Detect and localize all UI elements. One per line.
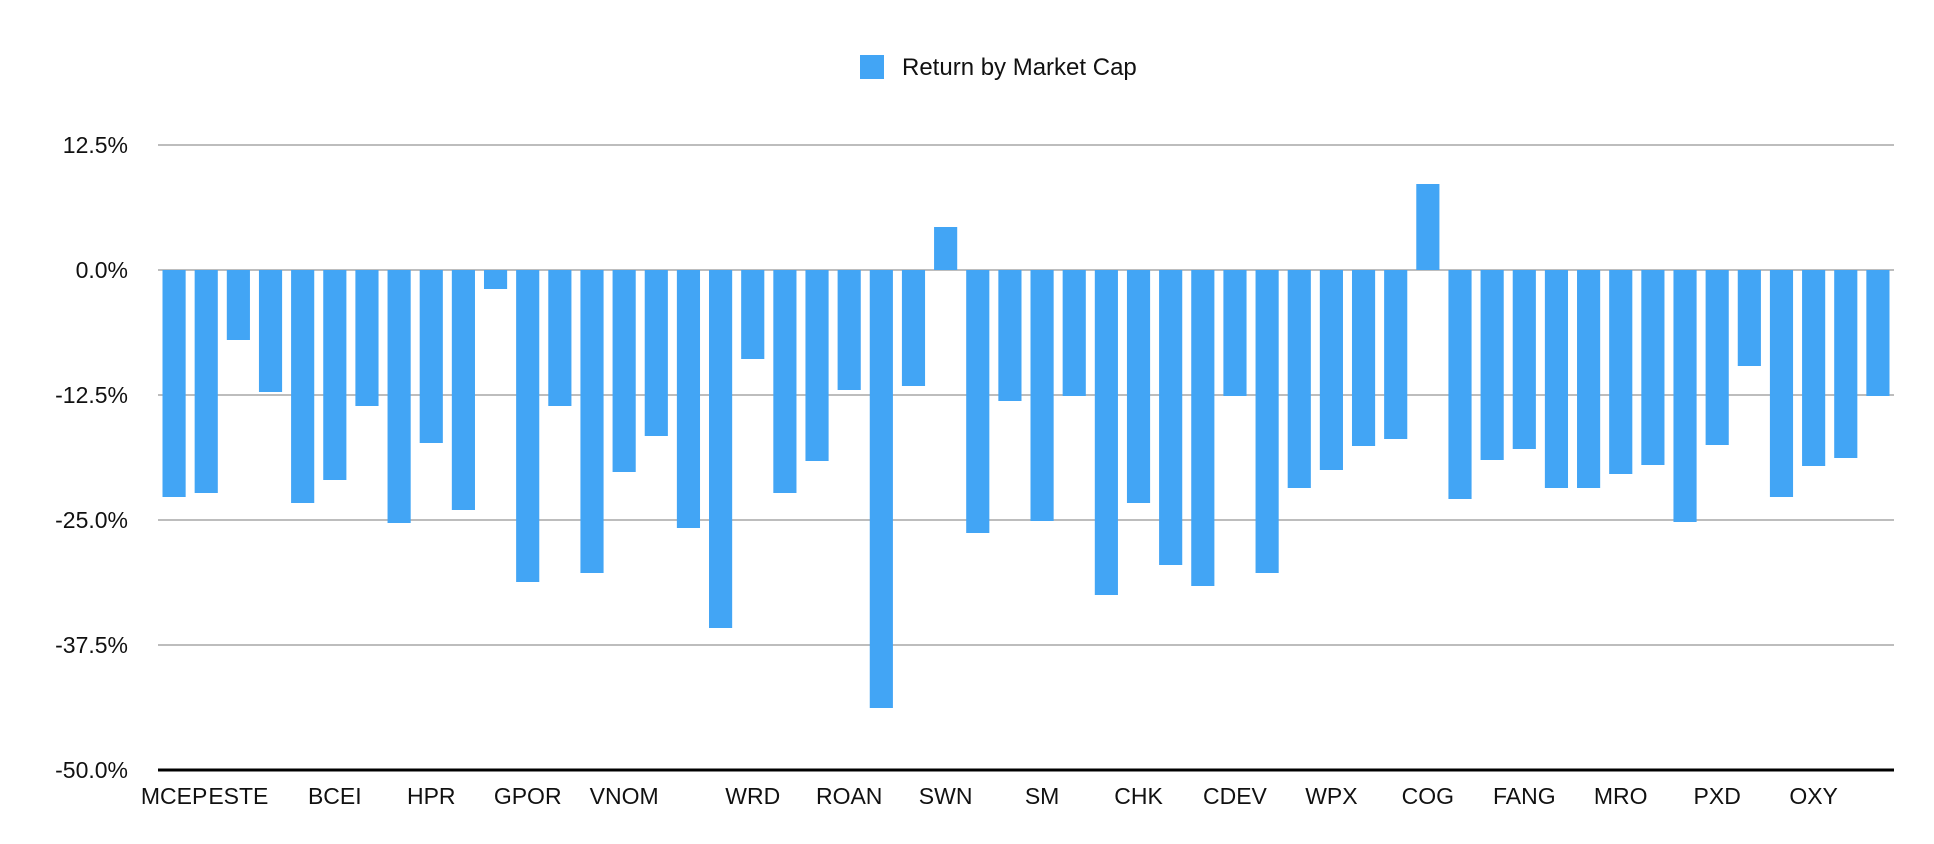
- bar: [1641, 270, 1665, 465]
- bar: [291, 270, 315, 503]
- bar: [162, 270, 186, 497]
- bar: [516, 270, 540, 582]
- x-tick-label: WPX: [1305, 783, 1357, 809]
- bar: [934, 227, 958, 270]
- bar: [709, 270, 733, 628]
- bar: [355, 270, 379, 406]
- bar: [644, 270, 668, 436]
- bar: [1319, 270, 1343, 470]
- bar: [451, 270, 475, 510]
- bar: [1384, 270, 1408, 439]
- bar: [1544, 270, 1569, 488]
- bar: [1480, 270, 1504, 460]
- legend-swatch: [860, 55, 884, 79]
- y-tick-label: 12.5%: [63, 132, 128, 158]
- x-tick-label: ESTE: [208, 783, 268, 809]
- x-tick-label: HPR: [407, 783, 456, 809]
- bar: [869, 270, 893, 708]
- bar: [966, 270, 990, 533]
- y-axis-tick-labels: 12.5% 0.0% -12.5% -25.0% -37.5% -50.0%: [55, 132, 128, 783]
- x-tick-label: OXY: [1789, 783, 1838, 809]
- legend: Return by Market Cap: [860, 54, 1137, 81]
- bar: [901, 270, 926, 386]
- bar: [1802, 270, 1826, 466]
- x-tick-label: BCEI: [308, 783, 362, 809]
- bar: [676, 270, 701, 528]
- x-tick-label: MRO: [1594, 783, 1648, 809]
- bar: [1834, 270, 1858, 458]
- bar: [258, 270, 283, 392]
- bar: [612, 270, 636, 472]
- x-tick-label: SM: [1025, 783, 1060, 809]
- bar: [1705, 270, 1729, 445]
- bar: [1866, 270, 1890, 396]
- gridlines: [158, 144, 1894, 646]
- x-tick-label: GPOR: [494, 783, 562, 809]
- x-tick-label: COG: [1402, 783, 1454, 809]
- bar: [419, 270, 443, 443]
- x-tick-label: CHK: [1114, 783, 1163, 809]
- bar: [1673, 270, 1697, 522]
- bar: [1223, 270, 1247, 396]
- bar: [1737, 270, 1761, 366]
- bar: [837, 270, 861, 390]
- bar: [1448, 270, 1472, 499]
- y-tick-label: 0.0%: [76, 257, 128, 283]
- bar: [1512, 270, 1536, 449]
- bar: [1769, 270, 1794, 497]
- x-tick-label: FANG: [1493, 783, 1556, 809]
- x-tick-label: WRD: [725, 783, 780, 809]
- x-tick-label: VNOM: [590, 783, 659, 809]
- legend-label: Return by Market Cap: [902, 54, 1137, 81]
- bar: [998, 270, 1022, 401]
- y-tick-label: -50.0%: [55, 757, 128, 783]
- bar: [1287, 270, 1311, 488]
- bar: [580, 270, 604, 573]
- bar: [1094, 270, 1118, 595]
- bar: [1030, 270, 1054, 521]
- x-tick-label: MCEP: [141, 783, 207, 809]
- bar: [741, 270, 765, 359]
- bar: [226, 270, 250, 340]
- bar: [1159, 270, 1183, 565]
- bar: [1126, 270, 1151, 503]
- bars: [162, 184, 1890, 708]
- bar: [1255, 270, 1279, 573]
- x-axis-tick-labels: MCEP ESTE BCEI HPR GPOR VNOM WRD ROAN SWN SM CHK CD…: [141, 783, 1838, 809]
- bar: [1609, 270, 1633, 474]
- bar: [1191, 270, 1215, 586]
- bar: [323, 270, 347, 480]
- bar: [194, 270, 218, 493]
- bar: [1062, 270, 1086, 396]
- x-tick-label: PXD: [1694, 783, 1741, 809]
- x-tick-label: SWN: [919, 783, 973, 809]
- bar: [1351, 270, 1376, 446]
- bar: [773, 270, 797, 493]
- bar: [483, 270, 508, 289]
- y-tick-label: -12.5%: [55, 382, 128, 408]
- bar: [1416, 184, 1440, 270]
- bar: [387, 270, 411, 523]
- y-tick-label: -25.0%: [55, 507, 128, 533]
- x-tick-label: ROAN: [816, 783, 882, 809]
- bar: [548, 270, 572, 406]
- x-tick-label: CDEV: [1203, 783, 1268, 809]
- y-tick-label: -37.5%: [55, 632, 128, 658]
- bar: [805, 270, 829, 461]
- bar: [1577, 270, 1601, 488]
